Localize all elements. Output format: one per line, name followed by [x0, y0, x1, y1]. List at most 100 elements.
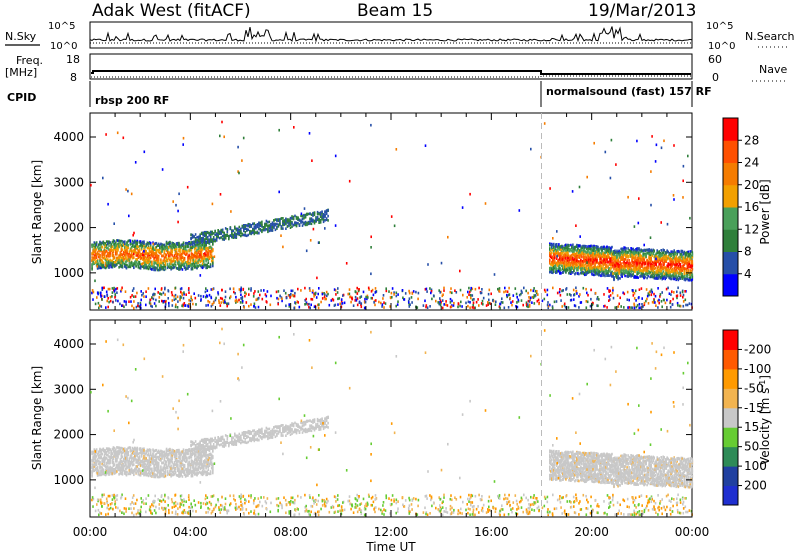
power-cell — [209, 230, 212, 234]
power-cell — [616, 251, 618, 255]
power-cell — [642, 270, 644, 273]
power-cell — [558, 262, 560, 266]
power-cell — [154, 293, 156, 296]
power-cell — [157, 242, 160, 246]
power-cell — [691, 267, 694, 271]
power-cell — [300, 289, 302, 292]
power-cell — [569, 248, 571, 251]
power-cell — [134, 240, 136, 243]
power-cell — [487, 303, 489, 306]
power-cell — [256, 231, 259, 235]
power-cell — [632, 290, 634, 294]
power-cell — [152, 253, 154, 256]
power-cell — [685, 253, 688, 257]
power-cell — [661, 259, 663, 262]
power-cell — [93, 262, 96, 265]
power-cell — [650, 259, 652, 262]
power-cell — [690, 266, 693, 269]
power-cell — [592, 266, 594, 269]
power-cell — [199, 264, 202, 267]
power-cell — [179, 254, 181, 258]
power-cell — [126, 263, 128, 267]
power-cell — [653, 271, 655, 274]
power-cell — [675, 272, 677, 275]
power-cell — [98, 252, 100, 256]
power-cell — [570, 255, 572, 259]
power-cell — [283, 221, 286, 225]
power-cell — [618, 251, 620, 255]
power-cell — [154, 251, 157, 255]
power-cell — [304, 215, 307, 218]
power-cell — [143, 265, 145, 268]
power-cell — [226, 302, 228, 305]
power-cell — [618, 265, 620, 268]
power-cell — [142, 292, 144, 295]
power-cell — [126, 250, 128, 253]
power-cell — [142, 253, 144, 257]
power-cell — [672, 297, 674, 301]
power-cell — [556, 251, 558, 255]
power-cell — [283, 289, 285, 292]
power-cell — [340, 305, 343, 309]
power-cell — [243, 233, 245, 237]
power-cell — [146, 254, 149, 258]
power-cell — [175, 267, 178, 270]
power-cell — [619, 251, 621, 254]
power-cell — [235, 301, 237, 304]
power-cell — [108, 251, 110, 255]
power-cell — [609, 257, 611, 261]
power-cell — [105, 262, 108, 266]
power-cell — [567, 254, 569, 258]
power-cell — [618, 302, 620, 306]
power-cell — [131, 253, 134, 257]
power-cell — [671, 260, 673, 264]
power-cell — [600, 253, 602, 257]
power-cell — [291, 215, 293, 218]
power-cell — [404, 292, 407, 295]
power-cell — [611, 253, 613, 257]
power-cell — [99, 266, 101, 270]
power-cell — [160, 252, 162, 255]
power-cell — [315, 217, 317, 221]
power-cell — [208, 249, 211, 253]
power-cell — [625, 250, 627, 254]
power-cell — [116, 291, 118, 294]
power-cell — [687, 269, 690, 272]
power-cell — [653, 275, 655, 279]
power-cell — [146, 241, 149, 245]
power-cell — [686, 303, 689, 307]
power-cell — [681, 265, 684, 268]
power-cell — [133, 243, 135, 246]
power-cell — [138, 250, 141, 253]
power-cell — [128, 258, 131, 261]
power-cell — [634, 270, 636, 273]
power-cell — [160, 260, 162, 264]
power-cell — [109, 248, 111, 252]
power-cell — [687, 250, 690, 254]
power-cell — [93, 258, 96, 261]
power-cell — [292, 217, 295, 221]
power-cell — [650, 256, 652, 260]
power-cell — [147, 258, 150, 261]
power-cell — [605, 248, 607, 251]
power-cell — [649, 267, 651, 270]
power-cell — [664, 266, 666, 269]
power-cell — [189, 261, 192, 264]
power-cell — [656, 271, 658, 274]
power-cell — [593, 244, 595, 248]
power-cell — [590, 254, 592, 257]
power-cell — [590, 270, 592, 273]
power-cell — [478, 304, 480, 307]
power-cell — [240, 227, 242, 231]
power-cell — [137, 262, 140, 266]
power-cell — [650, 250, 652, 254]
power-cell — [578, 261, 580, 265]
power-cell — [217, 291, 219, 294]
power-cell — [127, 239, 129, 243]
power-cell — [675, 263, 677, 267]
power-cell — [438, 302, 440, 306]
power-cell — [601, 261, 603, 265]
power-cell — [620, 247, 622, 251]
power-cell — [257, 296, 260, 300]
power-cell — [154, 259, 157, 263]
